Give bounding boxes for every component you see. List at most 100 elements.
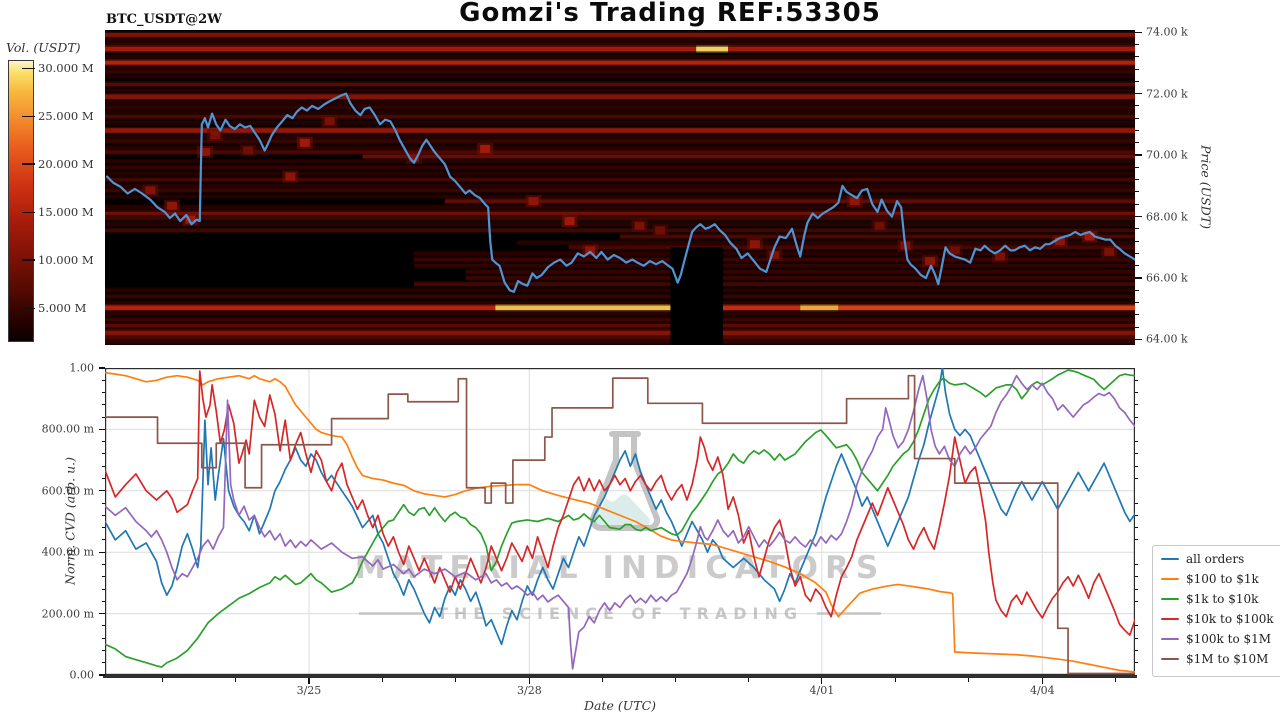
date-minor-tick bbox=[601, 678, 603, 682]
cvd-tick-label: 600.00 m bbox=[41, 484, 94, 498]
cvd-minor-tick-right bbox=[1135, 502, 1138, 504]
price-tick-mark bbox=[1135, 31, 1142, 33]
cvd-minor-tick-right bbox=[1135, 453, 1138, 455]
cvd-minor-tick-right bbox=[1135, 600, 1138, 602]
date-tick-label: 4/01 bbox=[809, 684, 835, 697]
colorbar-label: Vol. (USDT) bbox=[6, 40, 81, 55]
legend-swatch bbox=[1161, 597, 1179, 601]
colorbar-tick-mark bbox=[22, 163, 35, 165]
legend-label: $100k to $1M bbox=[1186, 632, 1272, 646]
price-tick-label: 68.00 k bbox=[1146, 210, 1188, 224]
date-minor-tick bbox=[161, 678, 163, 682]
cvd-minor-tick-right bbox=[1135, 625, 1138, 627]
cvd-tick-mark bbox=[99, 613, 105, 615]
colorbar-tick-mark bbox=[22, 259, 35, 261]
colorbar-tick-label: 5.000 M bbox=[38, 301, 87, 316]
colorbar-tick-mark bbox=[22, 307, 35, 310]
price-minor-tick bbox=[1135, 80, 1139, 82]
colorbar-tick-label: 25.000 M bbox=[38, 109, 94, 123]
cvd-minor-tick bbox=[102, 576, 105, 578]
cvd-minor-tick bbox=[102, 465, 105, 467]
cvd-minor-tick bbox=[102, 514, 105, 516]
price-minor-tick bbox=[1135, 240, 1139, 242]
price-minor-tick bbox=[1135, 289, 1139, 291]
legend-label: $10k to $100k bbox=[1186, 612, 1274, 626]
price-minor-tick bbox=[1135, 265, 1139, 267]
cvd-minor-tick bbox=[102, 379, 105, 381]
legend: all orders $100 to $1k $1k to $10k $10k to … bbox=[1152, 545, 1280, 677]
price-minor-tick bbox=[1135, 105, 1139, 107]
cvd-tick-label: 200.00 m bbox=[41, 607, 94, 621]
cvd-minor-tick bbox=[102, 453, 105, 455]
cvd-tick-mark bbox=[99, 367, 105, 369]
date-minor-tick bbox=[674, 678, 676, 682]
cvd-tick-label: 1.00 bbox=[69, 361, 95, 375]
page-title: Gomzi's Trading REF:53305 bbox=[459, 0, 881, 28]
cvd-minor-tick-right bbox=[1135, 649, 1138, 651]
cvd-minor-tick bbox=[102, 662, 105, 664]
price-tick-mark bbox=[1135, 215, 1142, 218]
date-minor-tick bbox=[235, 678, 237, 682]
legend-swatch bbox=[1161, 617, 1179, 621]
legend-swatch bbox=[1161, 637, 1179, 641]
cvd-minor-tick-right bbox=[1135, 588, 1138, 590]
price-minor-tick bbox=[1135, 179, 1139, 181]
volume-heatmap-canvas bbox=[105, 30, 1135, 345]
cvd-minor-tick-right bbox=[1135, 465, 1138, 467]
legend-label: $100 to $1k bbox=[1186, 572, 1259, 586]
x-axis-spine bbox=[103, 675, 1137, 678]
legend-item: $10k to $100k bbox=[1161, 612, 1280, 626]
price-tick-label: 70.00 k bbox=[1146, 148, 1188, 162]
price-tick-label: 74.00 k bbox=[1146, 25, 1188, 39]
date-minor-tick bbox=[1114, 678, 1116, 682]
date-minor-tick bbox=[894, 678, 896, 682]
colorbar-tick-mark bbox=[22, 211, 35, 214]
legend-item: all orders bbox=[1161, 552, 1280, 566]
cvd-minor-tick bbox=[102, 625, 105, 627]
cvd-minor-tick-right bbox=[1135, 478, 1138, 480]
cvd-tick-label: 800.00 m bbox=[41, 422, 94, 436]
price-tick-mark bbox=[1135, 93, 1142, 95]
cvd-minor-tick bbox=[102, 441, 105, 443]
price-minor-tick bbox=[1135, 166, 1139, 168]
price-minor-tick bbox=[1135, 314, 1139, 316]
cvd-minor-tick bbox=[102, 416, 105, 418]
cvd-minor-tick bbox=[102, 478, 105, 480]
date-tick-label: 3/25 bbox=[296, 684, 322, 697]
cvd-minor-tick-right bbox=[1135, 576, 1138, 578]
legend-label: all orders bbox=[1186, 552, 1245, 566]
price-tick-label: 64.00 k bbox=[1146, 332, 1188, 346]
cvd-minor-tick bbox=[102, 502, 105, 504]
cvd-minor-tick-right bbox=[1135, 392, 1138, 394]
legend-item: $1M to $10M bbox=[1161, 652, 1280, 666]
cvd-minor-tick bbox=[102, 637, 105, 639]
cvd-minor-tick bbox=[102, 404, 105, 406]
cvd-tick-mark bbox=[99, 428, 105, 430]
cvd-minor-tick bbox=[102, 588, 105, 590]
price-minor-tick bbox=[1135, 326, 1139, 328]
legend-swatch bbox=[1161, 657, 1179, 661]
price-minor-tick bbox=[1135, 142, 1139, 144]
cvd-tick-label: 400.00 m bbox=[41, 545, 94, 559]
cvd-minor-tick bbox=[102, 649, 105, 651]
price-minor-tick bbox=[1135, 117, 1139, 119]
legend-swatch bbox=[1161, 577, 1179, 581]
price-minor-tick bbox=[1135, 191, 1139, 193]
price-minor-tick bbox=[1135, 68, 1139, 70]
cvd-minor-tick-right bbox=[1135, 514, 1138, 516]
cvd-minor-tick-right bbox=[1135, 527, 1138, 529]
cvd-tick-label: 0.00 bbox=[69, 668, 95, 682]
cvd-tick-mark bbox=[99, 674, 105, 676]
price-minor-tick bbox=[1135, 43, 1139, 45]
cvd-minor-tick-right bbox=[1135, 441, 1138, 443]
date-tick-mark bbox=[308, 678, 310, 684]
cvd-minor-tick-right bbox=[1135, 379, 1138, 381]
price-tick-mark bbox=[1135, 154, 1142, 156]
cvd-tick-mark bbox=[99, 551, 105, 553]
legend-item: $100 to $1k bbox=[1161, 572, 1280, 586]
price-tick-label: 66.00 k bbox=[1146, 271, 1188, 285]
cvd-minor-tick-right bbox=[1135, 416, 1138, 418]
legend-label: $1k to $10k bbox=[1186, 592, 1259, 606]
legend-swatch bbox=[1161, 557, 1179, 561]
